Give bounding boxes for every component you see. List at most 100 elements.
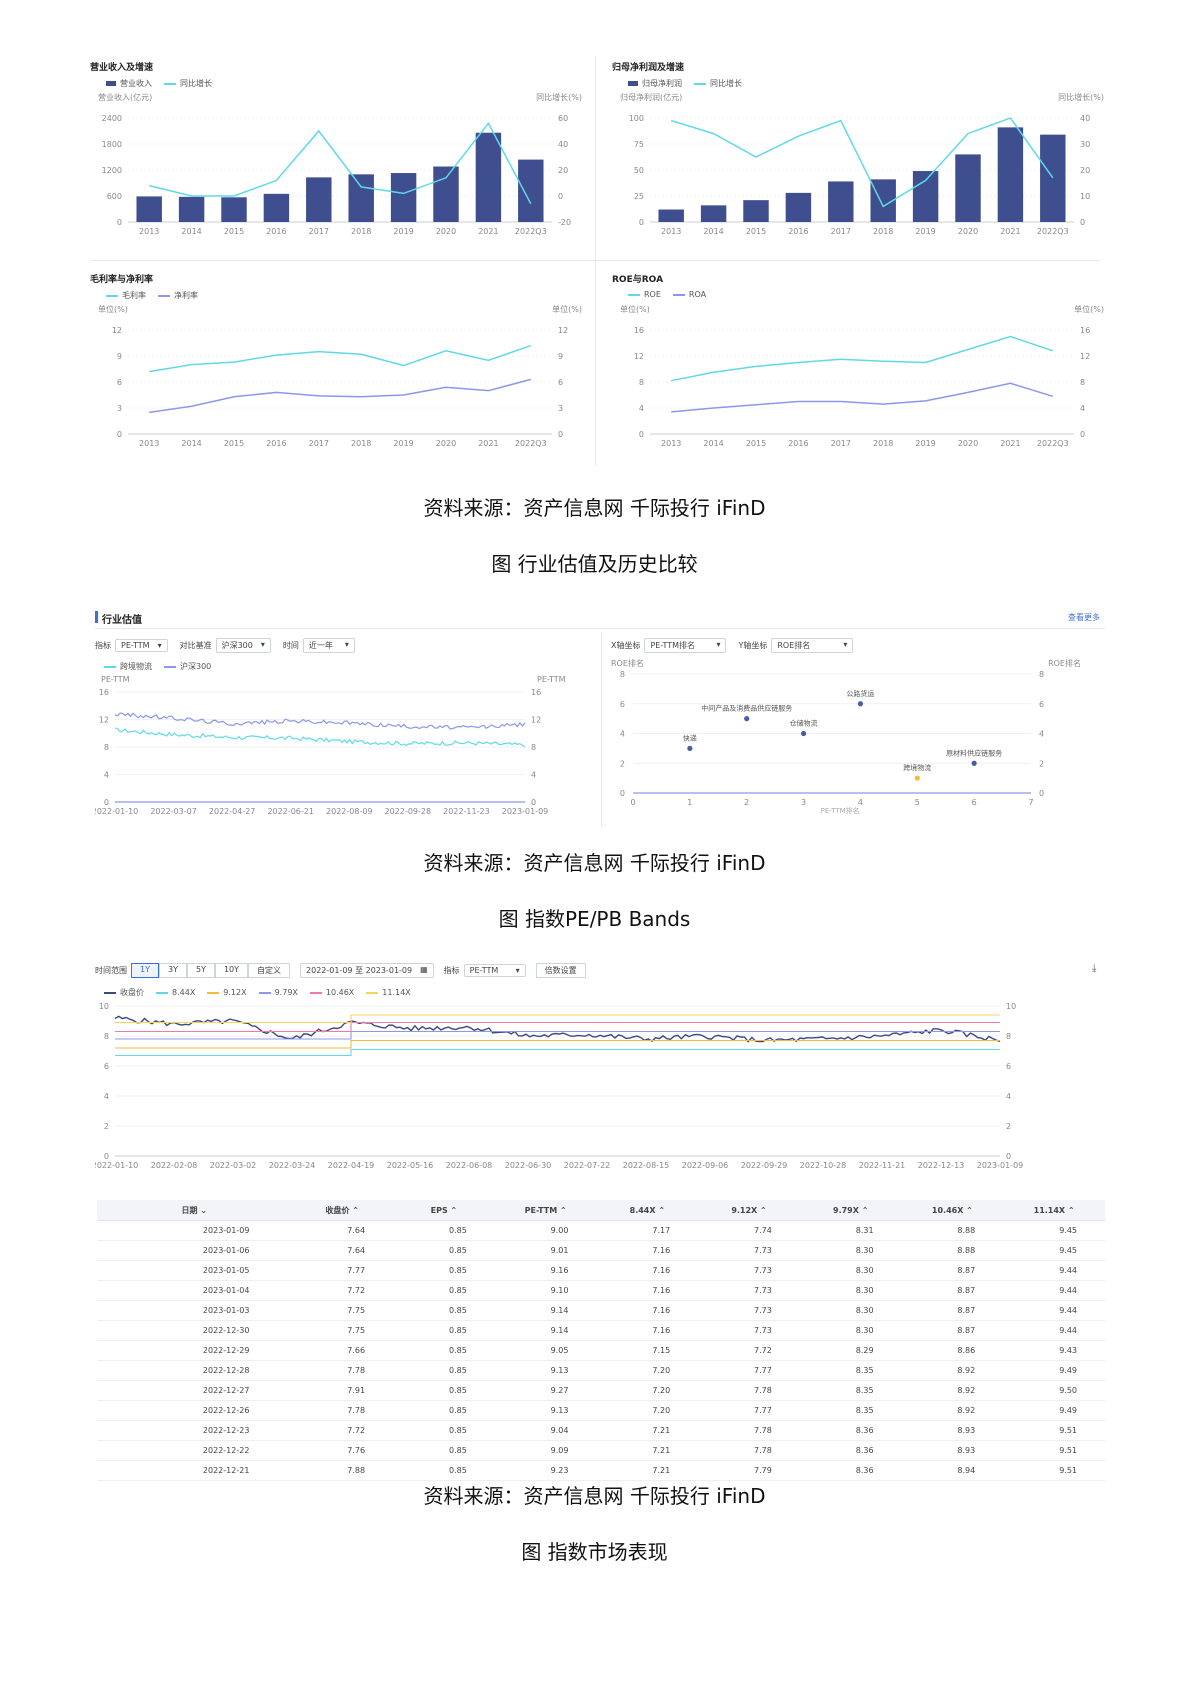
legend-item-band-2[interactable]: 9.12X (207, 988, 247, 997)
legend-item-roa[interactable]: ROA (672, 290, 706, 299)
legend-item-growth[interactable]: 同比增长 (164, 78, 212, 89)
table-cell: 8.92 (901, 1400, 1004, 1421)
table-cell: 9.27 (494, 1380, 597, 1401)
table-cell: 0.85 (393, 1220, 495, 1241)
bar (306, 177, 332, 222)
y-tick-left: 4 (620, 730, 625, 739)
x-tick-label: 1 (687, 798, 692, 807)
column-header[interactable]: 收盘价 ⌃ (291, 1200, 394, 1221)
column-header[interactable]: 8.44X ⌃ (596, 1200, 699, 1221)
legend-item-cross-border[interactable]: 跨境物流 (104, 661, 152, 672)
y-tick-left: 2400 (102, 114, 122, 123)
scatter-label: 快递 (683, 733, 697, 742)
bar (221, 197, 247, 222)
table-cell: 9.43 (1003, 1340, 1105, 1361)
y-tick-right: 3 (558, 404, 563, 413)
x-tick-label: 2022-11-21 (859, 1161, 906, 1170)
x-tick-label: 2014 (181, 439, 201, 448)
y-axis-right-title: 单位(%) (552, 304, 582, 314)
y-axis-select[interactable]: ROE排名 ▾ (771, 638, 854, 653)
range-button-10y[interactable]: 10Y (214, 963, 249, 978)
bands-indicator-select[interactable]: PE-TTM ▾ (463, 964, 526, 977)
column-header[interactable]: 11.14X ⌃ (1003, 1200, 1105, 1221)
range-button-1y[interactable]: 1Y (131, 963, 159, 978)
column-header[interactable]: 日期 ⌄ (97, 1200, 292, 1221)
bar (433, 166, 459, 222)
y-tick-right: 10 (1006, 1002, 1016, 1011)
y-tick-left: 8 (620, 670, 625, 679)
y-tick-left: 0 (104, 798, 109, 807)
x-tick-label: 2022-09-28 (385, 807, 432, 816)
legend-item-band-1[interactable]: 8.44X (156, 988, 195, 997)
indicator-select[interactable]: PE-TTM ▾ (115, 639, 168, 652)
bar (390, 173, 417, 222)
legend-item-gross-margin[interactable]: 毛利率 (106, 290, 146, 301)
legend-item-profit-growth[interactable]: 同比增长 (694, 78, 742, 89)
bar (828, 181, 854, 222)
series-line-0 (671, 335, 1054, 382)
column-header[interactable]: 9.79X ⌃ (799, 1200, 902, 1221)
roe-chart-title: ROE与ROA (612, 275, 664, 285)
download-icon[interactable]: ⤓ (1092, 963, 1097, 974)
y-tick-right: 12 (531, 716, 541, 725)
table-cell: 8.87 (901, 1300, 1004, 1321)
y-tick-left: 0 (639, 430, 644, 439)
params-button[interactable]: 倍数设置 (535, 963, 586, 978)
legend-item-roe[interactable]: ROE (628, 290, 661, 299)
table-cell: 7.15 (596, 1340, 699, 1361)
x-tick-label: 2022-09-06 (682, 1161, 729, 1170)
time-select[interactable]: 近一年 ▾ (302, 638, 355, 653)
table-cell: 9.49 (1003, 1360, 1105, 1381)
table-cell: 7.66 (291, 1340, 394, 1361)
revenue-chart: 营业收入(亿元) 同比增长(%) 0 -20 600 0 1200 20 1800 40 2400 6… (98, 92, 582, 236)
margin-chart: 单位(%) 单位(%) 0 0 3 3 6 6 9 9 12 12 2013 2014 2015 2016 20… (98, 304, 582, 448)
y-tick-left: 16 (99, 688, 109, 697)
chevron-down-icon: ▾ (344, 640, 349, 649)
table-cell: 8.36 (799, 1460, 902, 1481)
table-cell: 8.35 (799, 1360, 902, 1381)
roe-legend: ROE ROA (628, 290, 706, 299)
legend-item-band-0[interactable]: 收盘价 (104, 987, 144, 998)
y-tick-left: 0 (104, 1152, 109, 1161)
table-row: 2023-01-04 7.72 0.85 9.10 7.16 7.73 8.30 8.87 9.… (97, 1280, 1105, 1301)
x-tick-label: 2017 (309, 439, 329, 448)
legend-item-csi300[interactable]: 沪深300 (164, 661, 211, 672)
column-header[interactable]: 10.46X ⌃ (901, 1200, 1004, 1221)
more-link[interactable]: 查看更多 (1068, 613, 1100, 622)
band-line-5 (115, 1014, 1000, 1024)
legend-item-band-4[interactable]: 10.46X (309, 988, 354, 997)
scatter-point (800, 730, 807, 737)
column-header[interactable]: 9.12X ⌃ (698, 1200, 800, 1221)
x-tick-label: 2014 (703, 439, 723, 448)
legend-item-revenue[interactable]: 营业收入 (106, 78, 152, 89)
y-tick-left: 16 (634, 326, 644, 335)
table-cell: 8.88 (901, 1240, 1004, 1261)
table-cell: 2022-12-26 (97, 1400, 292, 1421)
legend-item-band-3[interactable]: 9.79X (258, 988, 298, 997)
indicator-label: 指标 (95, 641, 111, 650)
y-tick-left: 75 (634, 140, 644, 149)
range-button-自定义[interactable]: 自定义 (248, 963, 291, 978)
legend-item-profit[interactable]: 归母净利润 (628, 78, 682, 89)
range-button-3y[interactable]: 3Y (158, 963, 187, 978)
chevron-down-icon: ▾ (843, 640, 848, 649)
y-tick-left: 2 (620, 759, 625, 768)
x-axis-select[interactable]: PE-TTM排名 ▾ (644, 638, 727, 653)
scatter-point (857, 701, 864, 707)
table-cell: 0.85 (393, 1300, 495, 1321)
range-button-5y[interactable]: 5Y (186, 963, 215, 978)
y-tick-left: 1800 (102, 140, 122, 149)
table-cell: 7.72 (291, 1420, 394, 1441)
benchmark-select[interactable]: 沪深300 ▾ (215, 638, 271, 653)
y-tick-right: 12 (558, 326, 568, 335)
bands-data-table: 日期 ⌄ 收盘价 ⌃ EPS ⌃ PE-TTM ⌃ 8.44X ⌃ 9.12X ⌃ 9.79… (97, 1200, 1105, 1481)
table-cell: 0.85 (393, 1340, 495, 1361)
table-cell: 2022-12-28 (97, 1360, 292, 1381)
legend-item-band-5[interactable]: 11.14X (366, 988, 411, 997)
column-header[interactable]: EPS ⌃ (393, 1200, 495, 1221)
table-cell: 8.35 (799, 1400, 902, 1421)
legend-item-net-margin[interactable]: 净利率 (158, 290, 198, 301)
table-cell: 7.78 (698, 1420, 800, 1441)
column-header[interactable]: PE-TTM ⌃ (494, 1200, 597, 1221)
date-range-picker[interactable]: 2022-01-09 至 2023-01-09 ▦ (300, 963, 434, 978)
